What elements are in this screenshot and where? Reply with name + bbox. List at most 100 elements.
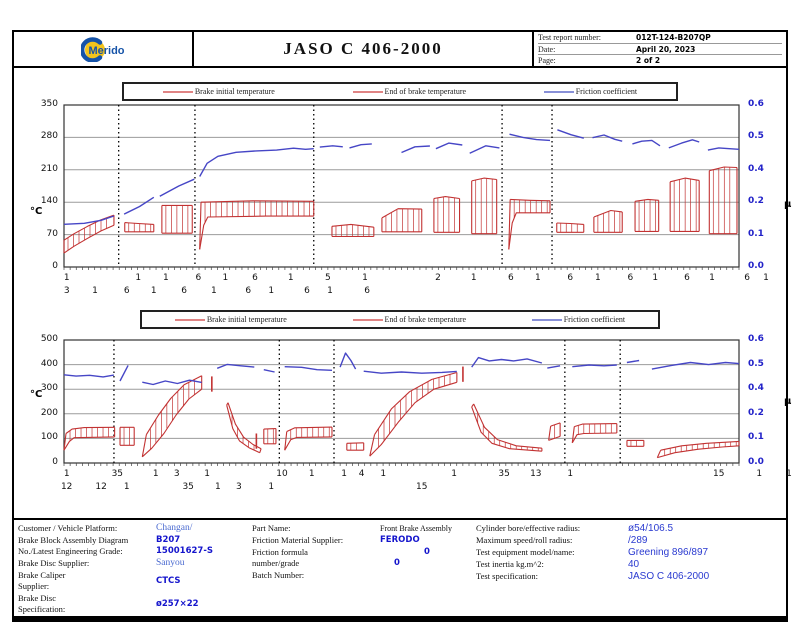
meta-label: Page: — [538, 56, 556, 66]
x-axis-tick-label: 35 — [182, 482, 194, 492]
x-axis-tick-label: 1 — [380, 469, 387, 479]
spec-row: Cylinder bore/effective radius: ø54/106.5 — [476, 523, 784, 534]
spec-row: Part Name: Front Brake Assembly — [252, 523, 478, 534]
legend-entry-initial-temp: Brake initial temperature — [162, 87, 275, 96]
x-axis-tick-label: 6 — [744, 273, 750, 283]
x-axis-tick-label: 1 — [222, 273, 229, 283]
spec-label: Batch Number: — [252, 570, 305, 580]
x-axis-tick-label: 1 — [92, 286, 98, 296]
spec-value: 0 — [394, 558, 400, 568]
spec-label: Supplier: — [18, 581, 50, 591]
y-axis-tick-label-left: 0 — [52, 457, 58, 467]
x-axis-tick-label: 1 — [135, 273, 142, 283]
spec-value: Changan/ — [156, 523, 193, 533]
y-axis-unit-mu: μ — [784, 199, 792, 211]
logo-text: Merido — [88, 44, 125, 57]
x-axis-tick-label: 1 — [595, 273, 601, 283]
x-axis-tick-label: 15 — [713, 469, 725, 479]
chart-plot-area — [63, 339, 740, 466]
x-axis-tick-label: 35 — [498, 469, 510, 479]
x-axis-tick-label: 1 — [63, 273, 70, 283]
legend-label: End of brake temperature — [384, 315, 467, 324]
spec-row: Batch Number: — [252, 570, 478, 581]
x-axis-tick-label: 3 — [173, 469, 180, 479]
blue-line-swatch-icon — [531, 318, 562, 321]
x-axis-tick-label: 1 — [756, 469, 763, 479]
y-axis-unit-celsius: °C — [30, 389, 43, 401]
spec-value: Sanyou — [156, 558, 185, 568]
x-axis-tick-label: 35 — [111, 469, 124, 479]
y-axis-unit-celsius: °C — [30, 205, 43, 217]
legend-entry-friction: Friction coefficient — [543, 87, 637, 96]
spec-value: ø257×22 — [156, 598, 199, 609]
x-axis-tick-label: 6 — [181, 286, 187, 296]
spec-label: Brake Disc Supplier: — [18, 558, 90, 568]
spec-value: ø54/106.5 — [628, 523, 674, 534]
x-axis-tick-label: 3 — [63, 286, 70, 296]
y-axis-tick-label-right: 0.6 — [748, 99, 764, 109]
meta-value: 012T-124-B207QP — [636, 32, 711, 42]
spec-label: Brake Disc — [18, 593, 57, 603]
spec-table: Customer / Vehicle Platform: Changan/Brak… — [14, 518, 786, 616]
spec-label: Friction formula — [252, 547, 308, 557]
spec-row: Maximum speed/roll radius: /289 — [476, 535, 784, 546]
x-axis-tick-label: 1 — [470, 273, 477, 283]
spec-row: Friction formula number/grade 0 0 — [252, 547, 478, 569]
x-axis-tick-label: 1 — [287, 273, 294, 283]
x-axis-tick-label: 1 — [210, 286, 217, 296]
x-axis-tick-label: 1 — [308, 469, 315, 479]
x-axis-tick-label: 1 — [150, 286, 157, 296]
spec-label: Customer / Vehicle Platform: — [18, 523, 118, 533]
x-axis-tick-label: 1 — [123, 482, 130, 492]
meta-value: April 20, 2023 — [636, 44, 696, 54]
legend-entry-friction: Friction coefficient — [531, 315, 625, 324]
x-axis-tick-label: 3 — [235, 482, 242, 492]
blue-line-swatch-icon — [543, 90, 574, 93]
meta-row-report-number: Test report number: 012T-124-B207QP — [538, 32, 782, 44]
y-axis-tick-label-left: 140 — [40, 196, 58, 207]
legend-entry-end-temp: End of brake temperature — [352, 315, 467, 324]
chart2-legend: Brake initial temperature End of brake t… — [140, 310, 660, 329]
x-axis-tick-label: 1 — [709, 273, 715, 283]
spec-label: number/grade — [252, 558, 300, 568]
report-meta: Test report number: 012T-124-B207QP Date… — [534, 32, 786, 66]
red-line-swatch-icon — [162, 90, 193, 93]
y-axis-tick-label-left: 300 — [40, 383, 58, 394]
x-axis-tick-label: 6 — [627, 273, 634, 283]
legend-label: Brake initial temperature — [206, 315, 287, 324]
x-axis-tick-label: 6 — [195, 273, 202, 283]
x-axis-tick-label: 6 — [364, 286, 370, 296]
spec-label: No./Latest Engineering Grade: — [18, 546, 123, 556]
spec-label: Cylinder bore/effective radius: — [476, 523, 581, 533]
spec-label: Specification: — [18, 604, 66, 614]
spec-label: Test inertia kg.m^2: — [476, 559, 544, 569]
spec-value: CTCS — [156, 575, 181, 586]
x-axis-tick-label: 1 — [534, 273, 541, 283]
x-axis-tick-label: 1 — [204, 469, 210, 479]
y-axis-tick-label-left: 280 — [40, 131, 58, 142]
legend-label: Brake initial temperature — [194, 87, 275, 96]
x-axis-tick-label: 6 — [304, 286, 310, 296]
meta-row-page: Page: 2 of 2 — [538, 55, 782, 66]
chart1-legend: Brake initial temperature End of brake t… — [122, 82, 678, 101]
meta-label: Date: — [538, 44, 556, 54]
y-axis-tick-label-left: 70 — [46, 228, 58, 239]
x-axis-tick-label: 1 — [163, 273, 169, 283]
spec-row: Friction Material Supplier: FERODO — [252, 535, 478, 546]
y-axis-unit-mu: μ — [784, 395, 792, 407]
spec-value: 15001627-S — [156, 546, 213, 556]
y-axis-tick-label-right: 0.6 — [748, 334, 764, 344]
x-axis-tick-label: 1 — [786, 469, 792, 479]
spec-value: Front Brake Assembly — [380, 524, 452, 533]
x-axis-tick-label: 1 — [268, 482, 275, 492]
spec-value: JASO C 406-2000 — [628, 571, 710, 582]
meta-row-date: Date: April 20, 2023 — [538, 44, 782, 56]
spec-label: Test specification: — [476, 571, 538, 581]
spec-label: Friction Material Supplier: — [252, 535, 344, 545]
spec-column: Cylinder bore/effective radius: ø54/106.5… — [476, 523, 784, 583]
y-axis-tick-label-left: 100 — [40, 432, 58, 443]
spec-value: Greening 896/897 — [628, 547, 709, 558]
y-axis-tick-label-left: 200 — [40, 407, 58, 418]
spec-row: Brake Caliper Supplier: CTCS — [18, 570, 244, 592]
